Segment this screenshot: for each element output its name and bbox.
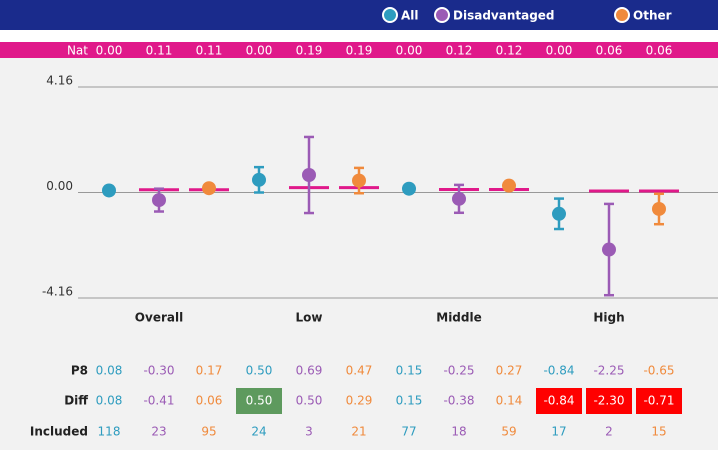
p8-value: -0.84 [543,364,574,378]
nat-value: 0.12 [446,44,473,58]
legend-label: All [401,9,419,23]
nat-value: 0.00 [546,44,573,58]
included-value: 15 [651,425,666,439]
nat-value: 0.12 [496,44,523,58]
x-group-label: Low [296,311,323,325]
legend-marker [614,7,630,23]
nat-bar [0,42,718,58]
diff-value: 0.06 [196,394,223,408]
point [402,181,416,196]
row-label: Included [30,425,88,439]
gap [0,30,718,42]
nat-value: 0.11 [146,44,173,58]
diff-value: -0.41 [143,394,174,408]
point [652,201,666,216]
diff-value: 0.29 [346,394,373,408]
included-value: 3 [305,425,313,439]
included-value: 21 [351,425,366,439]
plot-background [0,58,718,450]
point [152,193,166,208]
included-value: 18 [451,425,466,439]
x-group-label: Middle [436,311,482,325]
nat-value: 0.19 [346,44,373,58]
legend-marker [382,7,398,23]
included-value: 24 [251,425,266,439]
p8-value: -0.25 [443,364,474,378]
nat-label: Nat [67,44,88,58]
x-group-label: High [593,311,624,325]
nat-value: 0.00 [246,44,273,58]
point [202,181,216,196]
row-label: P8 [71,364,88,378]
point [102,183,116,198]
nat-value: 0.06 [596,44,623,58]
included-value: 23 [151,425,166,439]
nat-value: 0.11 [196,44,223,58]
x-group-label: Overall [135,311,183,325]
diff-value: 0.50 [296,394,323,408]
p8-value: -2.25 [593,364,624,378]
diff-highlight [236,388,282,414]
point [602,242,616,257]
diff-value: 0.14 [496,394,523,408]
nat-value: 0.00 [396,44,423,58]
diff-value: 0.08 [96,394,123,408]
nat-value: 0.19 [296,44,323,58]
diff-value: -0.71 [643,394,674,408]
point [502,178,516,193]
included-value: 2 [605,425,613,439]
legend-label: Other [633,9,672,23]
included-value: 77 [401,425,416,439]
p8-value: 0.27 [496,364,523,378]
diff-value: 0.15 [396,394,423,408]
p8-value: -0.65 [643,364,674,378]
point [352,173,366,188]
nat-value: 0.00 [96,44,123,58]
row-label: Diff [64,394,88,408]
included-value: 118 [98,425,121,439]
point [452,191,466,206]
p8-value: -0.30 [143,364,174,378]
nat-value: 0.06 [646,44,673,58]
diff-highlight [636,388,682,414]
y-tick-label: -4.16 [42,285,73,299]
p8-value: 0.50 [246,364,273,378]
diff-highlight [536,388,582,414]
p8-value: 0.15 [396,364,423,378]
diff-value: -0.38 [443,394,474,408]
diff-highlight [586,388,632,414]
point [302,168,316,183]
diff-value: -2.30 [593,394,624,408]
included-value: 59 [501,425,516,439]
p8-value: 0.47 [346,364,373,378]
point [552,206,566,221]
point [252,172,266,187]
legend-marker [434,7,450,23]
p8-value: 0.69 [296,364,323,378]
included-value: 17 [551,425,566,439]
p8-value: 0.17 [196,364,223,378]
y-tick-label: 0.00 [46,179,73,193]
diff-value: -0.84 [543,394,574,408]
diff-value: 0.50 [246,394,273,408]
included-value: 95 [201,425,216,439]
header-bar [0,0,718,30]
y-tick-label: 4.16 [46,74,73,88]
p8-value: 0.08 [96,364,123,378]
legend-label: Disadvantaged [453,9,555,23]
